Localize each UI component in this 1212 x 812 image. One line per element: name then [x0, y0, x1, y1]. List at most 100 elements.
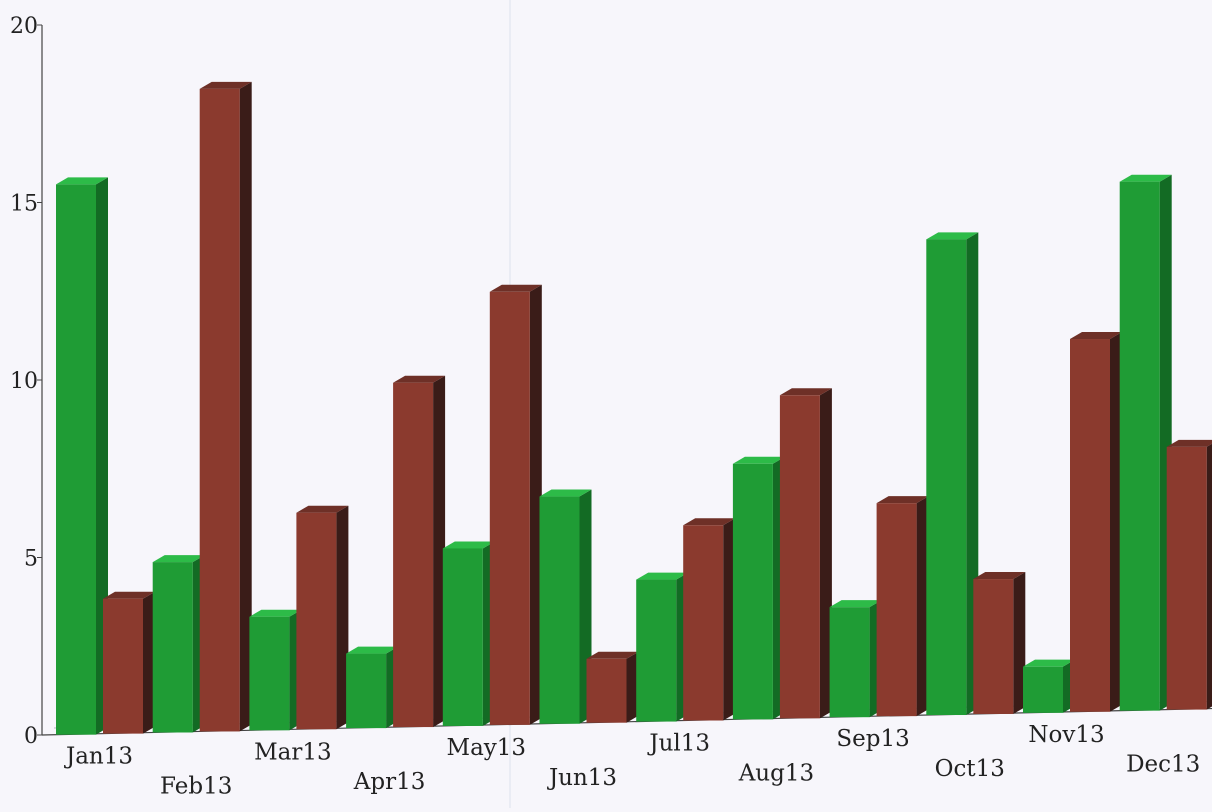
bar-series-2-aug13	[779, 388, 832, 719]
x-category-label: Jul13	[647, 731, 710, 757]
bar-side-face	[916, 496, 929, 717]
bar-front-face	[393, 382, 434, 728]
bar-series-1-apr13	[346, 646, 399, 729]
bar-front-face	[779, 395, 820, 719]
bar-series-1-jul13	[636, 572, 689, 722]
bar-series-2-sep13	[876, 496, 929, 717]
bar-top-face	[636, 572, 689, 580]
bar-side-face	[336, 505, 349, 730]
bar-series-2-mar13	[296, 505, 349, 730]
bar-series-2-jan13	[103, 591, 155, 734]
bar-series-2-nov13	[1070, 332, 1122, 712]
bar-front-face	[103, 598, 143, 734]
bar-top-face	[296, 505, 349, 513]
bar-side-face	[819, 388, 832, 719]
bar-top-face	[442, 541, 495, 549]
bar-top-face	[393, 375, 446, 383]
bar-front-face	[732, 463, 773, 720]
bar-top-face	[683, 518, 736, 526]
bar-top-face	[103, 591, 155, 599]
bar-series-1-mar13	[249, 609, 302, 731]
bar-top-face	[586, 651, 639, 659]
bar-side-face	[96, 177, 108, 735]
bar-front-face	[249, 616, 290, 731]
x-category-label: Sep13	[836, 726, 909, 752]
bar-front-face	[973, 579, 1014, 714]
bar-series-1-oct13	[926, 232, 979, 716]
bar-front-face	[1070, 339, 1110, 712]
bar-top-face	[732, 456, 785, 464]
x-category-label: Nov13	[1028, 722, 1104, 748]
bar-series-1-jun13	[539, 489, 592, 724]
bar-side-face	[723, 518, 736, 721]
bar-front-face	[56, 184, 96, 735]
x-category-label: Mar13	[254, 739, 332, 765]
bar-series-2-apr13	[393, 375, 446, 728]
bar-side-face	[1110, 332, 1122, 712]
bar-front-face	[1119, 181, 1160, 711]
bar-front-face	[199, 88, 240, 732]
bar-series-1-feb13	[152, 555, 205, 733]
bar-series-2-oct13	[973, 572, 1026, 714]
bar-front-face	[586, 658, 627, 723]
bar-side-face	[239, 81, 252, 732]
bar-front-face	[1166, 446, 1207, 710]
bar-series-1-may13	[442, 541, 495, 726]
bar-side-face	[1013, 572, 1026, 714]
bar-series-1-aug13	[732, 456, 785, 720]
y-tick-label: 15	[10, 192, 38, 217]
bar-top-face	[56, 177, 108, 185]
bar-front-face	[152, 562, 193, 733]
y-tick-label: 20	[10, 14, 38, 39]
bar-side-face	[143, 591, 155, 734]
bar-top-face	[199, 81, 252, 89]
bar-series-1-jan13	[56, 177, 108, 735]
y-tick-label: 5	[24, 547, 38, 572]
bar-series-2-feb13	[199, 81, 252, 732]
bar-front-face	[926, 239, 967, 716]
bar-series-2-dec13	[1166, 439, 1212, 710]
x-category-label: May13	[447, 735, 527, 761]
x-category-label: Oct13	[935, 756, 1005, 782]
bar-top-face	[346, 646, 399, 654]
bar-top-face	[973, 572, 1026, 580]
bar-series-2-may13	[489, 284, 542, 725]
bar-top-face	[1070, 332, 1122, 340]
bar-top-face	[876, 496, 929, 504]
bar-front-face	[296, 512, 337, 730]
bar-top-face	[779, 388, 832, 396]
bar-front-face	[683, 525, 724, 721]
category-labels: Jan13 Feb13 Mar13 Apr13 May13 Jun13 Jul13 Aug13…	[64, 722, 1200, 800]
bar-front-face	[1023, 666, 1063, 713]
bar-front-face	[636, 579, 677, 722]
bar-series-1-nov13	[1023, 659, 1075, 713]
bar-top-face	[152, 555, 205, 563]
bar-top-face	[1166, 439, 1212, 447]
x-category-label: Jan13	[64, 744, 133, 770]
bar-front-face	[539, 496, 580, 724]
y-tick-label: 0	[24, 724, 38, 749]
x-category-label: Jun13	[547, 765, 617, 791]
x-category-label: Aug13	[738, 760, 814, 786]
bar-series-2-jul13	[683, 518, 736, 721]
bar-top-face	[1023, 659, 1075, 667]
x-category-label: Apr13	[353, 769, 426, 795]
bar-front-face	[489, 291, 530, 725]
bar-front-face	[876, 503, 917, 717]
x-category-label: Dec13	[1126, 752, 1200, 778]
y-tick-label: 10	[10, 369, 38, 394]
x-category-label: Feb13	[160, 774, 232, 800]
bar-top-face	[539, 489, 592, 497]
bar-series-2-jun13	[586, 651, 639, 723]
bar-series-1-dec13	[1119, 174, 1172, 711]
bar-top-face	[829, 600, 882, 608]
bar-series-1-sep13	[829, 600, 882, 718]
bar-side-face	[626, 651, 639, 723]
bar-front-face	[346, 653, 387, 729]
bar-side-face	[529, 284, 542, 725]
bars	[56, 81, 1212, 735]
bar-side-face	[433, 375, 446, 728]
bar-side-face	[1206, 443, 1212, 710]
